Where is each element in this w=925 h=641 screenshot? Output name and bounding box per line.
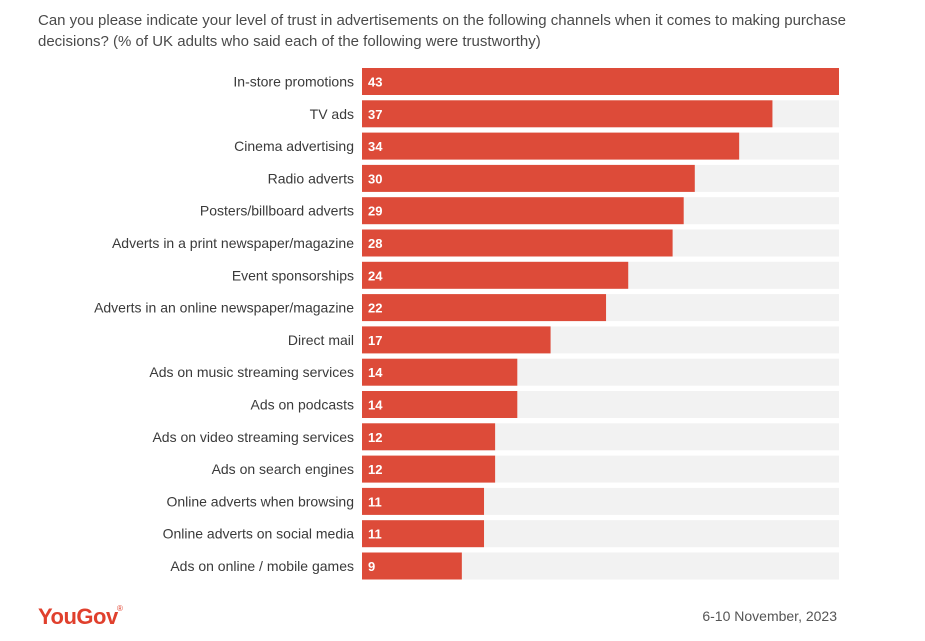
bar xyxy=(362,68,839,95)
bar xyxy=(362,261,629,289)
data-label: 11 xyxy=(368,494,382,509)
bar xyxy=(362,326,551,354)
bar xyxy=(362,552,462,580)
chart-title: Can you please indicate your level of tr… xyxy=(38,12,846,50)
category-label: Radio adverts xyxy=(268,170,354,186)
bar xyxy=(362,197,684,225)
data-label: 34 xyxy=(368,139,383,154)
data-label: 29 xyxy=(368,204,382,219)
yougov-logo: YouGov xyxy=(38,604,118,629)
bar xyxy=(362,100,773,128)
category-label: Event sponsorships xyxy=(232,267,354,283)
category-label: In-store promotions xyxy=(233,74,354,90)
data-label: 14 xyxy=(368,398,383,413)
data-label: 9 xyxy=(368,559,375,574)
bar xyxy=(362,487,485,515)
trademark-mark: ® xyxy=(117,604,123,613)
bar xyxy=(362,520,485,548)
category-label: Ads on music streaming services xyxy=(149,364,354,380)
category-label: Adverts in an online newspaper/magazine xyxy=(94,300,354,316)
data-label: 28 xyxy=(368,236,382,251)
category-label: Ads on video streaming services xyxy=(152,429,354,445)
category-label: Ads on online / mobile games xyxy=(170,558,354,574)
data-label: 12 xyxy=(368,462,382,477)
category-label: Ads on podcasts xyxy=(250,397,354,413)
data-label: 22 xyxy=(368,301,382,316)
category-label: Cinema advertising xyxy=(234,138,354,154)
data-label: 24 xyxy=(368,268,383,283)
category-label: TV ads xyxy=(310,106,354,122)
data-label: 43 xyxy=(368,75,382,90)
category-label: Direct mail xyxy=(288,332,354,348)
data-label: 30 xyxy=(368,171,382,186)
data-label: 17 xyxy=(368,333,382,348)
bar xyxy=(362,391,518,418)
data-label: 37 xyxy=(368,107,382,122)
bar xyxy=(362,132,740,160)
bar xyxy=(362,455,496,483)
bar xyxy=(362,358,518,386)
bar xyxy=(362,164,695,192)
category-label: Online adverts when browsing xyxy=(166,493,354,509)
data-label: 14 xyxy=(368,365,383,380)
survey-date: 6-10 November, 2023 xyxy=(702,608,837,624)
bar xyxy=(362,294,607,322)
category-label: Online adverts on social media xyxy=(163,526,355,542)
category-label: Posters/billboard adverts xyxy=(200,203,354,219)
data-label: 11 xyxy=(368,527,382,542)
category-label: Adverts in a print newspaper/magazine xyxy=(112,235,354,251)
category-label: Ads on search engines xyxy=(212,461,354,477)
data-label: 12 xyxy=(368,430,382,445)
bar xyxy=(362,423,496,451)
bar xyxy=(362,229,673,257)
